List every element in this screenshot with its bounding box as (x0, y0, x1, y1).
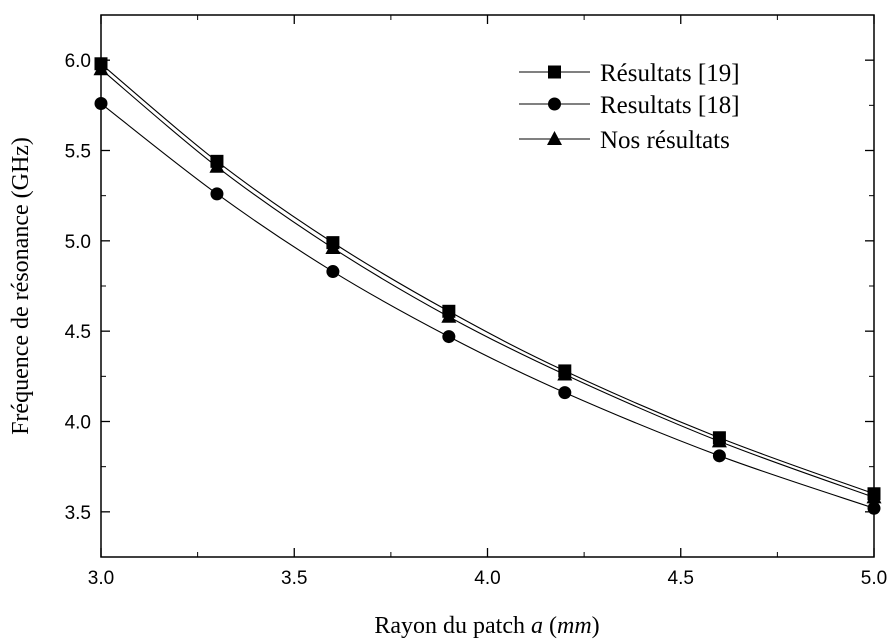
data-point-circle (867, 501, 881, 515)
data-point-circle (442, 330, 456, 344)
x-tick-label: 4.0 (474, 568, 500, 589)
series-markers (93, 57, 882, 515)
data-point-triangle (93, 61, 109, 76)
y-axis-title: Fréquence de résonance (GHz) (8, 137, 34, 435)
y-tick-label: 6.0 (65, 51, 91, 72)
data-point-triangle (441, 308, 457, 323)
legend-label: Resultats [18] (600, 92, 740, 119)
data-point-circle (210, 187, 224, 201)
x-tick-label: 3.0 (88, 568, 114, 589)
legend-label: Résultats [19] (600, 60, 740, 87)
plot-area (100, 14, 875, 558)
axis-ticks: 3.0 3.5 4.0 4.5 5.0 3.5 4.0 4.5 5.0 5.5 6.0 (65, 14, 887, 589)
data-point-triangle (209, 158, 225, 173)
x-tick-label: 5.0 (861, 568, 887, 589)
data-point-triangle (866, 489, 882, 504)
data-point-circle (94, 97, 108, 111)
data-point-circle (326, 265, 340, 279)
y-tick-label: 3.5 (65, 503, 91, 524)
plot-frame (100, 14, 875, 558)
y-tick-label: 5.0 (65, 232, 91, 253)
data-point-triangle (557, 366, 573, 381)
legend-label: Nos résultats (600, 127, 730, 154)
data-point-circle (558, 386, 572, 400)
data-point-triangle (325, 240, 341, 255)
y-tick-label: 4.0 (65, 413, 91, 434)
data-point-triangle (711, 433, 727, 448)
data-point-circle (712, 449, 726, 463)
y-tick-label: 4.5 (65, 322, 91, 343)
x-axis-title: Rayon du patch a (mm) (374, 613, 599, 639)
y-tick-label: 5.5 (65, 142, 91, 163)
x-tick-label: 4.5 (668, 568, 694, 589)
legend-marker-triangle (547, 131, 562, 145)
legend-marker-square (548, 65, 561, 79)
legend-marker-circle (548, 97, 561, 111)
x-tick-label: 3.5 (281, 568, 307, 589)
legend: Résultats [19] Resultats [18] Nos résultat… (519, 60, 740, 154)
